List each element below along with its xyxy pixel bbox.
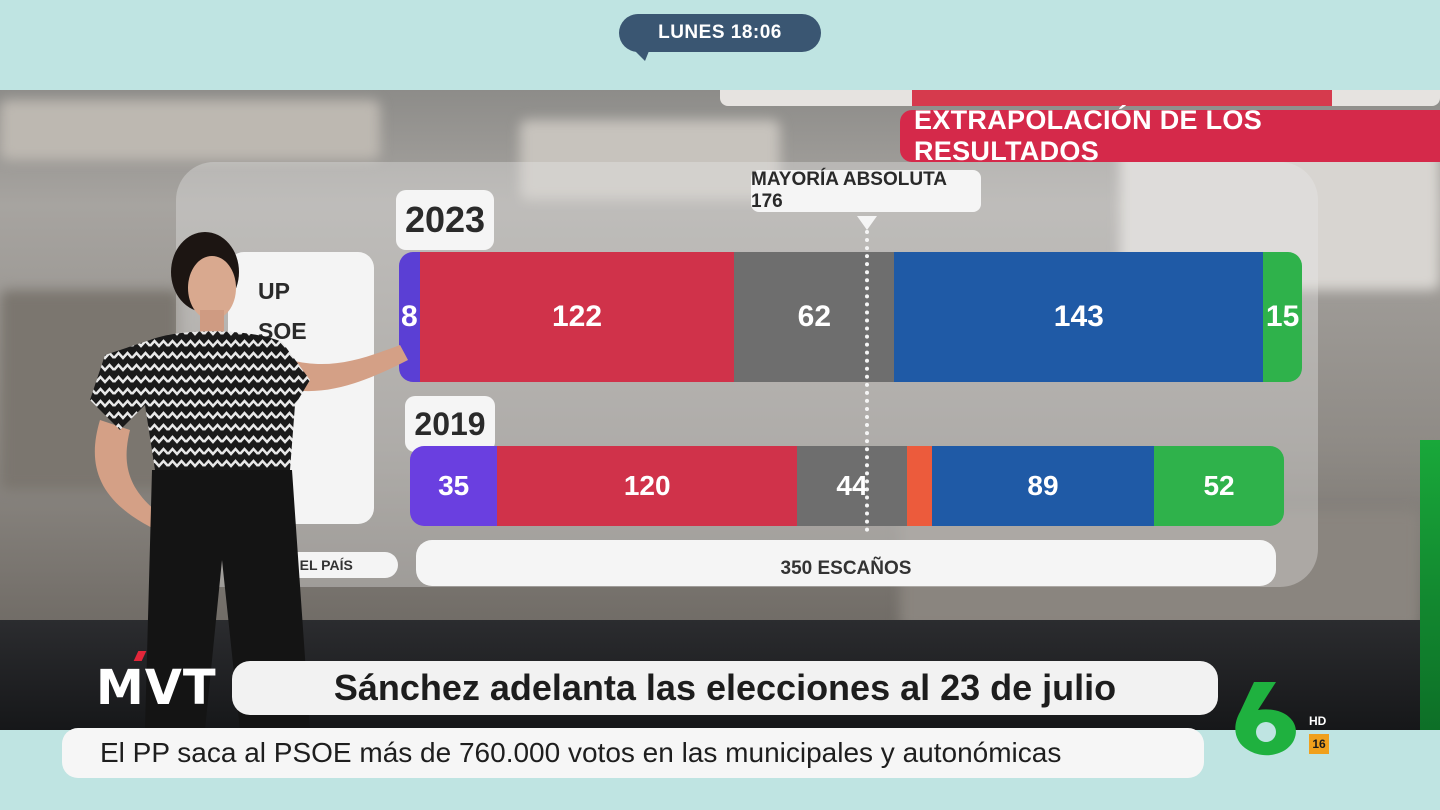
seat-bar-2019: 35 120 44 89 52 — [410, 446, 1284, 526]
majority-pointer — [857, 216, 877, 230]
year-label-2023: 2023 — [396, 190, 494, 250]
presenter-figure — [90, 232, 408, 730]
age-rating-badge: 16 — [1309, 734, 1329, 754]
hd-label: HD — [1309, 714, 1327, 728]
seat-segment: 120 — [497, 446, 798, 526]
subtitle-tag: EXTRAPOLACIÓN DE LOS RESULTADOS — [900, 105, 1440, 166]
seat-segment: 35 — [410, 446, 498, 526]
seat-segment: 8 — [399, 252, 420, 382]
seat-segment — [906, 446, 932, 526]
news-ticker: El PP saca al PSOE más de 760.000 votos … — [62, 728, 1204, 778]
seat-segment: 143 — [894, 252, 1264, 382]
seat-segment: 62 — [734, 252, 895, 382]
seat-segment: 89 — [931, 446, 1155, 526]
background-block — [520, 120, 780, 200]
majority-line — [865, 230, 869, 532]
headline-banner: Sánchez adelanta las elecciones al 23 de… — [232, 661, 1218, 715]
time-label: LUNES 18:06 — [619, 14, 821, 61]
year-label-2019: 2019 — [405, 396, 495, 452]
background-block — [0, 100, 380, 160]
program-logo: MVT — [96, 660, 217, 716]
seat-segment: 52 — [1154, 446, 1284, 526]
total-seats-label: 350 ESCAÑOS — [416, 540, 1276, 586]
seat-segment: 122 — [419, 252, 735, 382]
lasexta-logo-icon — [1235, 682, 1296, 756]
title-strip-red — [912, 90, 1332, 106]
set-green-edge — [1420, 440, 1440, 730]
seat-segment: 44 — [797, 446, 907, 526]
seat-bar-2023: 8 122 62 143 15 — [399, 252, 1302, 382]
majority-label: MAYORÍA ABSOLUTA 176 — [751, 169, 981, 212]
studio-scene: EXTRAPOLACIÓN DE LOS RESULTADOS UP SOE O… — [0, 90, 1440, 730]
seat-segment: 15 — [1263, 252, 1302, 382]
legend-item: UP — [258, 278, 290, 304]
top-band: LUNES 18:06 — [0, 0, 1440, 90]
